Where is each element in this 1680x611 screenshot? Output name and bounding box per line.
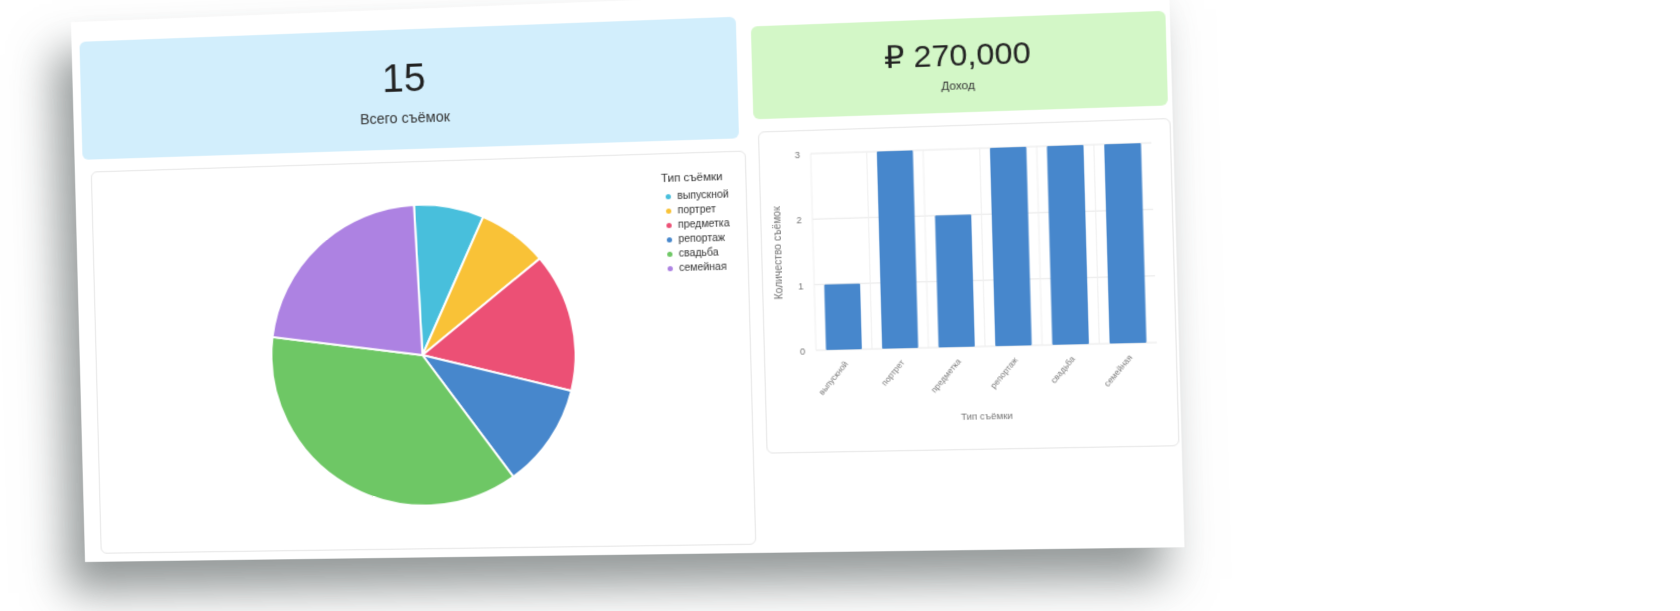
gridline — [980, 148, 985, 346]
legend-dot-icon — [666, 208, 671, 213]
legend-item[interactable]: репортаж — [667, 233, 731, 246]
legend-dot-icon — [666, 223, 671, 228]
bar[interactable] — [877, 150, 918, 348]
legend-item[interactable]: семейная — [667, 261, 731, 274]
gridline — [814, 276, 1155, 285]
gridline — [812, 209, 1153, 219]
legend-label: портрет — [677, 204, 716, 216]
legend-dot-icon — [667, 237, 672, 242]
legend-label: выпускной — [677, 189, 729, 202]
bar[interactable] — [990, 147, 1032, 346]
legend-item[interactable]: портрет — [666, 204, 730, 217]
bar-chart-card: 0 1 2 3 выпускной портрет предметка репортаж сва… — [758, 118, 1180, 454]
x-tick-label: семейная — [1102, 353, 1134, 388]
gridline — [923, 150, 928, 348]
x-tick-label: портрет — [880, 358, 907, 388]
bar[interactable] — [824, 284, 862, 350]
legend-dot-icon — [668, 266, 673, 271]
bar-chart: 0 1 2 3 выпускной портрет предметка репортаж сва… — [759, 119, 1178, 453]
y-tick-label: 0 — [800, 346, 806, 356]
y-tick-label: 1 — [798, 281, 804, 292]
legend-item[interactable]: выпускной — [666, 189, 730, 202]
gridline — [1037, 146, 1042, 345]
dashboard-panel: 15 Всего съёмок ₽ 270,000 Доход Тип съём… — [71, 0, 1184, 562]
legend-label: свадьба — [679, 247, 719, 259]
legend-dot-icon — [666, 194, 671, 199]
bar[interactable] — [935, 215, 975, 348]
gridline — [867, 152, 872, 349]
legend-item[interactable]: предметка — [666, 218, 730, 231]
gridline — [811, 143, 1152, 154]
y-tick-label: 3 — [795, 150, 801, 161]
legend-item[interactable]: свадьба — [667, 247, 731, 260]
legend-title: Тип съёмки — [661, 171, 729, 185]
x-tick-label: выпускной — [817, 359, 850, 396]
pie-legend: Тип съёмки выпускной портрет предметка репо… — [661, 171, 731, 278]
pie-slice-5[interactable] — [269, 205, 422, 359]
y-tick-label: 2 — [796, 215, 802, 226]
gridline — [811, 154, 816, 351]
gridline — [1094, 145, 1099, 344]
legend-dot-icon — [667, 252, 672, 257]
x-axis-label: Тип съёмки — [961, 411, 1013, 422]
legend-label: предметка — [678, 218, 730, 231]
legend-label: репортаж — [678, 233, 725, 246]
pie-chart — [92, 152, 755, 553]
x-tick-label: предметка — [929, 356, 963, 394]
y-axis-label: Количество съёмок — [772, 206, 786, 300]
gridline — [816, 342, 1157, 350]
income-value: ₽ 270,000 — [751, 30, 1167, 81]
bar[interactable] — [1047, 145, 1089, 345]
bar[interactable] — [1104, 143, 1146, 343]
income-card: ₽ 270,000 Доход — [751, 11, 1168, 120]
x-tick-label: свадьба — [1049, 354, 1078, 385]
total-shoots-card: 15 Всего съёмок — [79, 17, 739, 160]
pie-chart-card: Тип съёмки выпускной портрет предметка репо… — [91, 151, 757, 554]
x-tick-label: репортаж — [988, 355, 1020, 390]
legend-label: семейная — [679, 262, 727, 275]
